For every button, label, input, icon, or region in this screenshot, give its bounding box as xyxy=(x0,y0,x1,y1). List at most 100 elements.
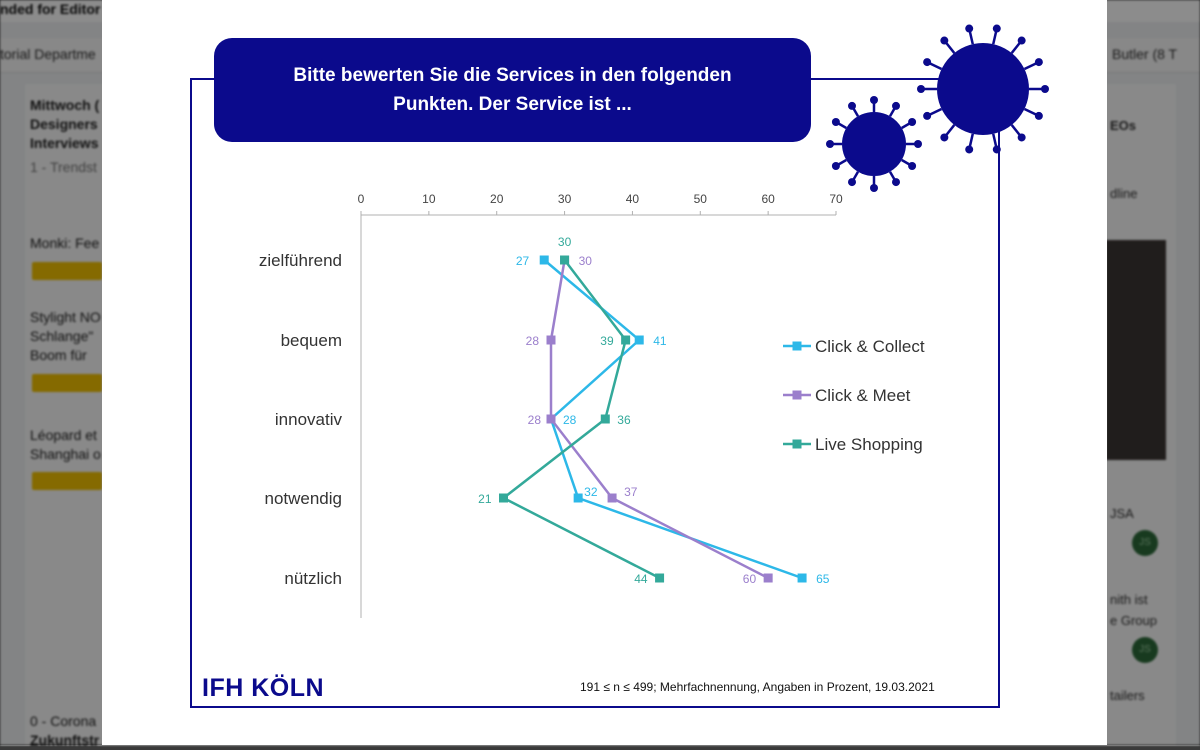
background-card-text[interactable]: Zukunftstr xyxy=(30,732,100,748)
virus-spike-tip xyxy=(870,184,878,192)
legend-swatch-marker xyxy=(792,341,802,351)
background-right-text[interactable]: e Group xyxy=(1110,613,1157,628)
legend-label: Live Shopping xyxy=(815,435,923,454)
background-column-left xyxy=(25,84,105,745)
data-point xyxy=(499,493,508,503)
virus-body xyxy=(842,112,906,176)
virus-spike-tip xyxy=(848,101,856,110)
background-card-text[interactable]: Interviews xyxy=(30,135,99,151)
category-label: bequem xyxy=(281,331,342,350)
x-tick-label: 30 xyxy=(558,192,572,206)
virus-spike-tip xyxy=(992,24,1001,33)
background-card-text[interactable]: Designers xyxy=(30,116,98,132)
virus-spike-tip xyxy=(1017,36,1026,45)
data-point xyxy=(546,335,556,345)
virus-spike-tip xyxy=(848,178,856,187)
banner-line-2: Punkten. Der Service ist ... xyxy=(393,94,632,115)
background-nav-right[interactable]: Butler (8 T xyxy=(1112,46,1178,62)
background-card-text[interactable]: Mittwoch ( xyxy=(30,97,100,113)
data-point xyxy=(600,414,610,424)
virus-spike-tip xyxy=(870,96,878,104)
data-point xyxy=(797,573,807,583)
virus-spike-tip xyxy=(940,36,949,45)
background-right-text[interactable]: JSA xyxy=(1110,506,1134,521)
background-title: nded for Editor xyxy=(0,1,101,17)
data-label: 28 xyxy=(563,413,577,427)
x-tick-label: 0 xyxy=(358,192,365,206)
background-card-text[interactable]: Stylight NO xyxy=(30,309,101,325)
background-card-text: 1 - Trendst xyxy=(30,159,97,175)
legend-label: Click & Meet xyxy=(815,386,911,405)
data-point xyxy=(607,493,617,503)
data-label: 28 xyxy=(528,413,542,427)
x-tick-label: 50 xyxy=(694,192,708,206)
virus-spike-tip xyxy=(831,162,840,170)
virus-spike-tip xyxy=(992,145,1001,154)
category-label: notwendig xyxy=(264,489,342,508)
background-card-text[interactable]: Monki: Fee xyxy=(30,235,100,251)
data-point xyxy=(634,335,644,345)
avatar[interactable]: JS xyxy=(1132,530,1158,556)
background-right-text[interactable]: tailers xyxy=(1110,688,1145,703)
data-point xyxy=(621,335,631,345)
x-tick-label: 60 xyxy=(761,192,775,206)
x-tick-label: 40 xyxy=(626,192,640,206)
data-label: 21 xyxy=(478,492,492,506)
x-tick-label: 10 xyxy=(422,192,436,206)
data-label: 41 xyxy=(653,334,667,348)
virus-spike-tip xyxy=(908,118,917,126)
data-label: 65 xyxy=(816,572,830,586)
virus-spike-tip xyxy=(965,145,974,154)
virus-spike-tip xyxy=(1034,58,1043,67)
virus-body xyxy=(937,43,1029,135)
background-card-text[interactable]: Schlange" xyxy=(30,328,94,344)
virus-spike-tip xyxy=(1017,133,1026,142)
data-label: 39 xyxy=(600,334,614,348)
x-tick-label: 20 xyxy=(490,192,504,206)
background-badge xyxy=(32,374,102,392)
category-label: nützlich xyxy=(284,569,342,588)
virus-spike-tip xyxy=(1041,85,1049,93)
banner-line-1: Bitte bewerten Sie die Services in den f… xyxy=(293,65,732,86)
data-point xyxy=(546,414,556,424)
background-right-text[interactable]: EOs xyxy=(1110,118,1137,133)
virus-icon xyxy=(826,96,922,192)
category-label: zielführend xyxy=(259,251,342,270)
legend-swatch-marker xyxy=(792,390,802,400)
avatar[interactable]: JS xyxy=(1132,637,1158,663)
virus-spike-tip xyxy=(908,162,917,170)
virus-spike-tip xyxy=(965,24,974,33)
data-point xyxy=(573,493,583,503)
virus-spike-tip xyxy=(923,58,932,67)
background-card-text[interactable]: Boom für xyxy=(30,347,87,363)
data-label: 37 xyxy=(624,485,638,499)
data-label: 27 xyxy=(516,254,530,268)
background-card-text[interactable]: Léopard et xyxy=(30,427,97,443)
legend-swatch-marker xyxy=(792,439,802,449)
virus-spike-tip xyxy=(940,133,949,142)
legend-label: Click & Collect xyxy=(815,337,925,356)
background-card-text[interactable]: Shanghai o xyxy=(30,446,101,462)
background-photo xyxy=(1106,240,1166,460)
virus-spike-tip xyxy=(917,85,925,93)
data-label: 36 xyxy=(617,413,631,427)
virus-spike-tip xyxy=(892,178,900,187)
data-label: 30 xyxy=(579,254,593,268)
virus-spike-tip xyxy=(914,140,922,148)
background-badge xyxy=(32,262,102,280)
data-label: 60 xyxy=(743,572,757,586)
data-label: 44 xyxy=(634,572,648,586)
background-nav-left[interactable]: torial Departme xyxy=(0,46,96,62)
virus-spike-tip xyxy=(892,101,900,110)
series-line xyxy=(549,259,769,580)
data-point xyxy=(539,255,549,265)
background-card-text[interactable]: 0 - Corona xyxy=(30,713,97,729)
virus-spike-tip xyxy=(826,140,834,148)
virus-icon xyxy=(917,24,1049,154)
background-right-text[interactable]: dline xyxy=(1110,186,1138,201)
virus-spike-tip xyxy=(1034,111,1043,120)
background-right-text[interactable]: nith ist xyxy=(1110,592,1148,607)
chart-footnote: 191 ≤ n ≤ 499; Mehrfachnennung, Angaben … xyxy=(580,680,935,694)
data-label: 28 xyxy=(526,334,540,348)
